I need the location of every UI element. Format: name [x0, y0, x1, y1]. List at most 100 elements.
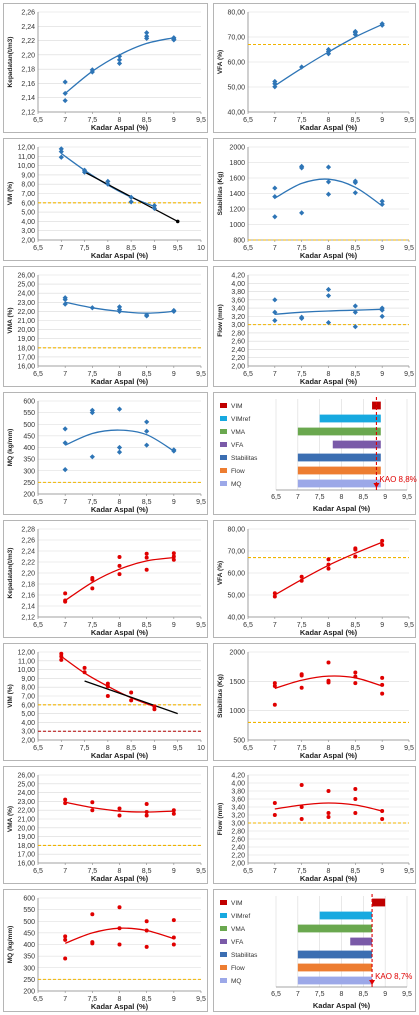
- data-point: [90, 575, 95, 580]
- y-axis-title: Flow (mm): [217, 803, 224, 836]
- bar: [297, 950, 373, 959]
- x-tick-label: 9,5: [173, 745, 183, 752]
- x-axis-title: Kadar Aspal (%): [300, 628, 358, 637]
- y-tick-label: 2,12: [21, 110, 35, 117]
- y-tick-label: 70,00: [227, 35, 245, 42]
- data-point: [299, 783, 304, 787]
- x-tick-label: 8,5: [142, 499, 152, 506]
- y-tick-label: 250: [23, 977, 35, 984]
- bar: [332, 440, 381, 449]
- y-tick-label: 7,00: [21, 191, 35, 198]
- x-tick-label: 8,5: [358, 494, 368, 501]
- x-tick-label: 10: [197, 245, 205, 252]
- y-tick-label: 10,00: [17, 667, 35, 674]
- x-tick-label: 6,5: [271, 494, 281, 501]
- y-tick-label: 40,00: [227, 615, 245, 622]
- data-point: [171, 811, 176, 816]
- y-tick-label: 2,20: [21, 52, 35, 59]
- x-tick-label: 9: [172, 117, 176, 124]
- legend-label: VMA: [231, 429, 246, 436]
- y-tick-label: 2,18: [21, 582, 35, 589]
- data-point: [353, 546, 358, 551]
- x-tick-label: 7,5: [87, 868, 97, 875]
- x-tick-label: 7,5: [80, 745, 90, 752]
- data-point: [82, 665, 87, 670]
- data-point: [144, 33, 150, 39]
- x-tick-label: 9: [380, 371, 384, 378]
- y-tick-label: 300: [23, 468, 35, 475]
- x-tick-label: 8: [327, 245, 331, 252]
- x-axis-title: Kadar Aspal (%): [91, 505, 149, 514]
- x-tick-label: 8: [340, 991, 344, 998]
- y-tick-label: 350: [23, 954, 35, 961]
- y-tick-label: 550: [23, 410, 35, 417]
- x-axis-title: Kadar Aspal (%): [91, 123, 149, 132]
- chart-svg: 500 1000 1500 2000 6,5 7 7,5 8 8,5 9 9,5 Kadar Aspa…: [217, 650, 414, 761]
- x-tick-label: 9,5: [196, 622, 206, 629]
- legend-swatch: [220, 403, 227, 408]
- data-point: [325, 46, 332, 53]
- bar: [350, 937, 373, 946]
- x-tick-label: 8,5: [126, 245, 136, 252]
- x-tick-label: 6,5: [33, 996, 43, 1003]
- data-point: [144, 428, 150, 434]
- data-point: [353, 554, 358, 559]
- y-tick-label: 24,00: [17, 291, 35, 298]
- y-tick-label: 6,00: [21, 702, 35, 709]
- data-point: [326, 557, 331, 562]
- y-tick-label: 450: [23, 433, 35, 440]
- data-point: [144, 555, 149, 560]
- x-tick-label: 8,5: [142, 622, 152, 629]
- y-tick-label: 40,00: [227, 110, 245, 117]
- data-point: [380, 542, 385, 547]
- trend-curve: [274, 178, 383, 207]
- x-tick-label: 7,5: [297, 868, 307, 875]
- legend-swatch: [220, 978, 227, 983]
- x-tick-label: 7: [59, 745, 63, 752]
- data-point: [116, 449, 123, 455]
- x-tick-label: 8,5: [350, 868, 360, 875]
- y-tick-label: 26,00: [17, 773, 35, 780]
- legend-swatch: [220, 468, 227, 473]
- x-tick-label: 9: [172, 622, 176, 629]
- x-tick-label: 7,5: [297, 745, 307, 752]
- data-point: [90, 912, 95, 917]
- x-tick-label: 8: [118, 371, 122, 378]
- data-point: [171, 554, 176, 559]
- data-point: [272, 594, 277, 599]
- y-axis-title: Stabilitas (Kg): [217, 674, 224, 718]
- y-axis-title: MQ (kg/mm): [7, 429, 14, 467]
- data-point: [144, 567, 149, 572]
- chart-svg: 6,5 7 7,5 8 8,5 9 9,5 Kadar Aspal (%) VIM VIMref V…: [220, 894, 412, 1010]
- data-point: [353, 674, 358, 679]
- y-tick-label: 350: [23, 457, 35, 464]
- data-point: [62, 301, 68, 307]
- x-axis-title: Kadar Aspal (%): [300, 123, 358, 132]
- y-tick-label: 1400: [229, 191, 245, 198]
- x-tick-label: 7: [273, 245, 277, 252]
- data-point: [272, 317, 278, 324]
- y-tick-label: 4,20: [231, 773, 245, 780]
- y-tick-label: 60,00: [227, 60, 245, 67]
- data-point: [171, 942, 176, 947]
- x-tick-label: 6,5: [271, 991, 281, 998]
- data-point: [116, 304, 123, 310]
- x-tick-label: 7,5: [315, 991, 325, 998]
- data-point: [129, 690, 134, 695]
- y-tick-label: 1000: [229, 708, 245, 715]
- x-axis-title: Kadar Aspal (%): [91, 377, 149, 386]
- x-tick-label: 9: [380, 745, 384, 752]
- data-point: [272, 681, 277, 686]
- y-tick-label: 80,00: [227, 527, 245, 534]
- bar: [372, 898, 386, 907]
- y-tick-label: 5,00: [21, 711, 35, 718]
- y-axis-title: Kepadatan(t/m3): [7, 548, 14, 599]
- data-point: [326, 811, 331, 815]
- bar: [297, 976, 373, 985]
- kao-arrow: [373, 483, 380, 488]
- x-tick-label: 7: [273, 745, 277, 752]
- x-tick-label: 8: [327, 868, 331, 875]
- trend-curve: [64, 429, 175, 452]
- data-point: [325, 293, 332, 299]
- y-tick-label: 450: [23, 930, 35, 937]
